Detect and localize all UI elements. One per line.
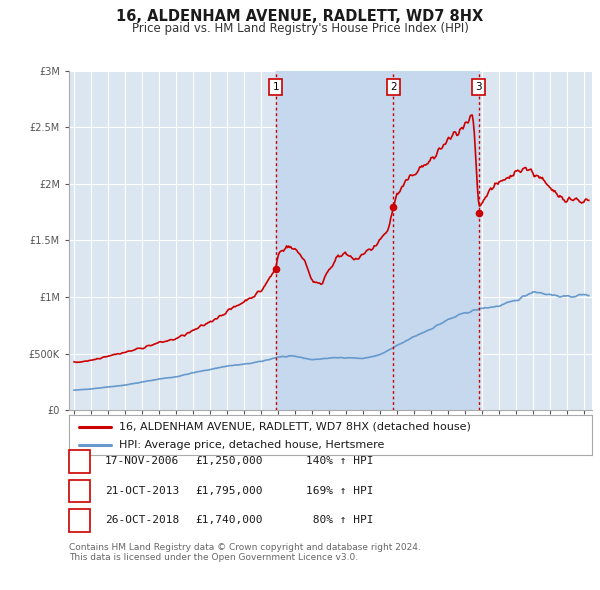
Text: £1,740,000: £1,740,000: [195, 516, 263, 525]
Text: This data is licensed under the Open Government Licence v3.0.: This data is licensed under the Open Gov…: [69, 553, 358, 562]
Text: 140% ↑ HPI: 140% ↑ HPI: [306, 457, 373, 466]
Text: 1: 1: [272, 82, 279, 92]
Text: Price paid vs. HM Land Registry's House Price Index (HPI): Price paid vs. HM Land Registry's House …: [131, 22, 469, 35]
Text: 2: 2: [76, 486, 83, 496]
Text: 17-NOV-2006: 17-NOV-2006: [105, 457, 179, 466]
Text: 2: 2: [390, 82, 397, 92]
Text: £1,250,000: £1,250,000: [195, 457, 263, 466]
Bar: [276, 71, 479, 410]
Text: 16, ALDENHAM AVENUE, RADLETT, WD7 8HX: 16, ALDENHAM AVENUE, RADLETT, WD7 8HX: [116, 9, 484, 24]
Text: Contains HM Land Registry data © Crown copyright and database right 2024.: Contains HM Land Registry data © Crown c…: [69, 543, 421, 552]
Text: 3: 3: [76, 516, 83, 525]
Text: 26-OCT-2018: 26-OCT-2018: [105, 516, 179, 525]
Text: 3: 3: [475, 82, 482, 92]
Text: 21-OCT-2013: 21-OCT-2013: [105, 486, 179, 496]
Text: 1: 1: [76, 457, 83, 466]
Text: 169% ↑ HPI: 169% ↑ HPI: [306, 486, 373, 496]
Text: 80% ↑ HPI: 80% ↑ HPI: [306, 516, 373, 525]
Text: 16, ALDENHAM AVENUE, RADLETT, WD7 8HX (detached house): 16, ALDENHAM AVENUE, RADLETT, WD7 8HX (d…: [119, 422, 470, 432]
Text: £1,795,000: £1,795,000: [195, 486, 263, 496]
Text: HPI: Average price, detached house, Hertsmere: HPI: Average price, detached house, Hert…: [119, 441, 384, 450]
